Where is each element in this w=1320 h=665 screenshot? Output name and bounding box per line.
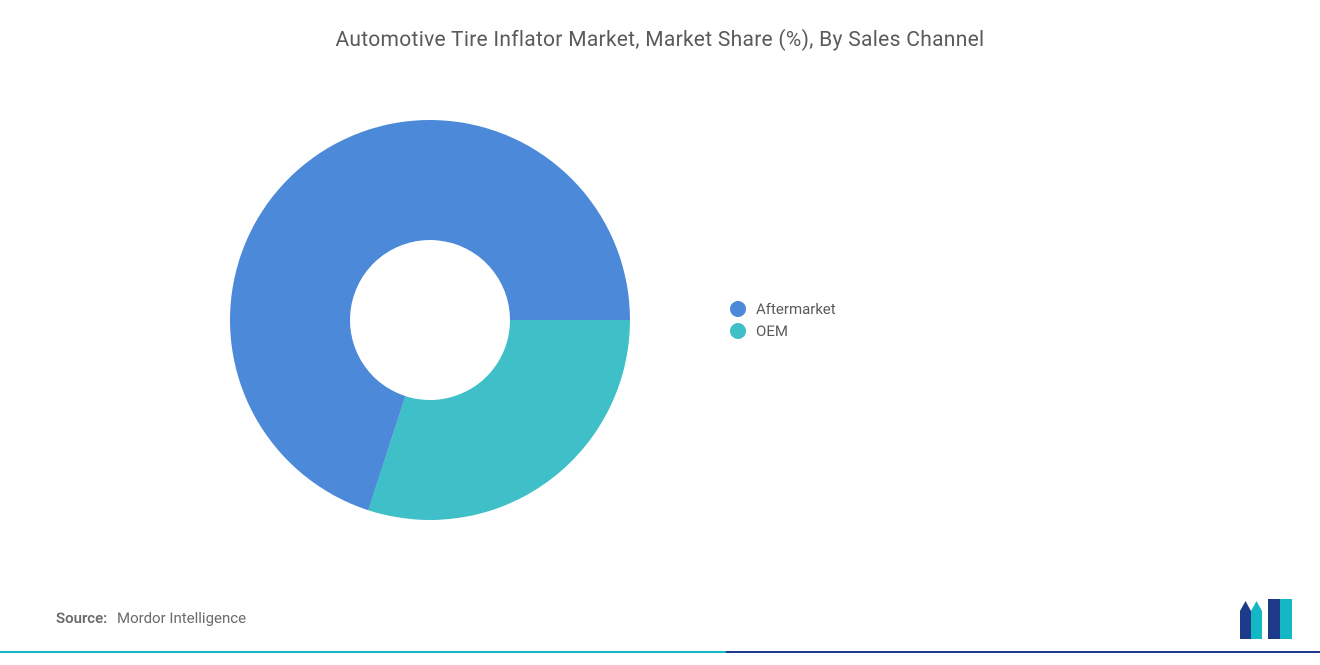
chart-area: Aftermarket OEM [0,70,1320,570]
footer-accent-line [0,651,1320,653]
source-attribution: Source: Mordor Intelligence [56,609,246,627]
chart-container: Automotive Tire Inflator Market, Market … [0,0,1320,665]
legend-item-oem: OEM [730,322,836,340]
legend: Aftermarket OEM [730,296,836,344]
donut-slice-oem [368,320,630,520]
legend-label: OEM [756,322,788,340]
legend-dot [730,323,746,339]
brand-logo [1240,599,1296,643]
legend-item-aftermarket: Aftermarket [730,300,836,318]
source-label: Source: [56,609,107,627]
legend-dot [730,301,746,317]
chart-title: Automotive Tire Inflator Market, Market … [0,0,1320,52]
donut-svg [220,110,640,530]
legend-label: Aftermarket [756,300,836,318]
source-text: Mordor Intelligence [117,609,246,627]
donut-chart [220,110,640,530]
logo-svg [1240,599,1296,639]
